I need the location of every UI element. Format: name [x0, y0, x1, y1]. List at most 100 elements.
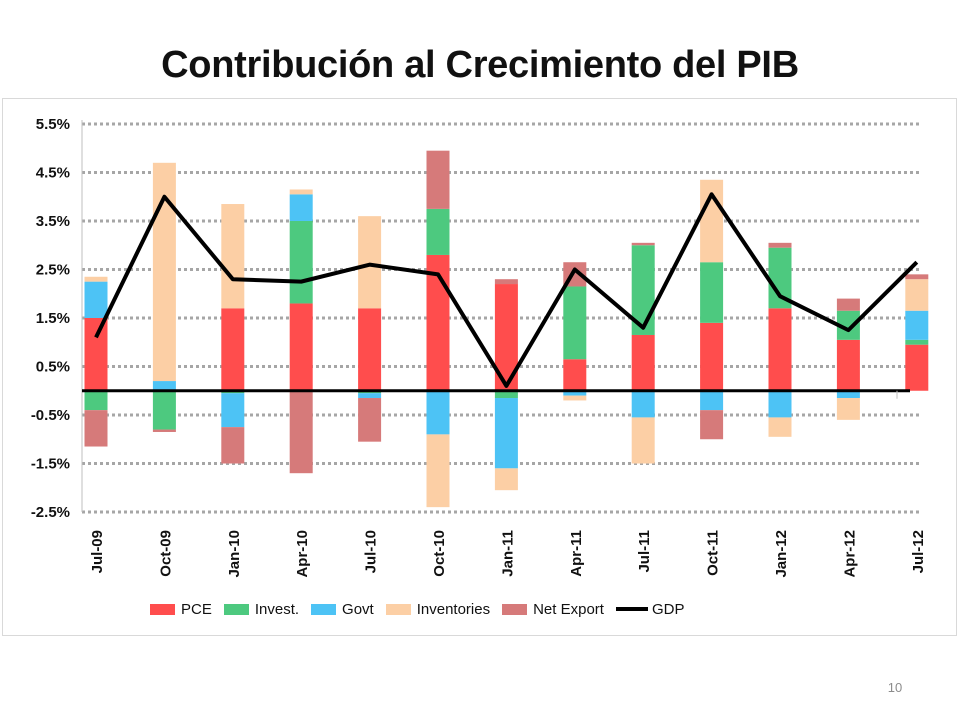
y-tick-label: -0.5%	[31, 407, 70, 424]
legend-item: Inventories	[385, 600, 491, 618]
bar-segment	[700, 179, 724, 263]
legend-item: Net Export	[502, 601, 604, 618]
gdp-line	[94, 192, 919, 388]
legend-swatch	[385, 603, 411, 615]
legend-swatch	[223, 603, 249, 615]
y-tick-labels: 5.5% 4.5% 3.5% 2.5% 1.5% 0.5% -0.5% -1.5% -2.5%	[31, 116, 70, 521]
bar-segment	[221, 308, 245, 391]
x-tick-label: Oct-11	[705, 530, 722, 576]
bar-segment	[358, 398, 382, 442]
y-tick-label: 0.5%	[36, 359, 70, 376]
legend-label: Inventories	[416, 600, 491, 618]
bar-segment	[905, 339, 929, 345]
bar-segment	[84, 276, 108, 282]
bar-segment	[426, 254, 450, 391]
bar-segment	[563, 359, 587, 391]
bar-segment	[84, 410, 108, 447]
bar-segment	[221, 204, 245, 309]
x-tick-label: Jul-11	[636, 530, 653, 573]
bar-segment	[84, 318, 108, 391]
x-tick-label: Jul-12	[910, 530, 927, 573]
bar-segment	[836, 398, 860, 420]
bar-segment	[426, 208, 450, 255]
y-tick-label: 3.5%	[36, 213, 70, 230]
slide-title: Contribución al Crecimiento del PIB	[161, 44, 799, 86]
bar-segment	[768, 308, 792, 391]
bar-segment	[700, 262, 724, 323]
bar-segment	[768, 417, 792, 437]
legend-item: PCE	[150, 601, 212, 618]
bar-segment	[358, 308, 382, 391]
legend-label: PCE	[181, 600, 212, 618]
x-tick-labels: Jul-09 Oct-09 Jan-10 Apr-10 Jul-10 Oct-10 Jan-…	[89, 530, 927, 578]
bar-segment	[700, 410, 724, 440]
legend-item: Govt	[311, 601, 374, 618]
bar-segment	[152, 390, 176, 430]
x-tick-label: Jul-10	[363, 530, 380, 573]
bar-segment	[152, 381, 176, 391]
x-tick-label: Apr-11	[568, 530, 585, 577]
bar-segment	[700, 390, 724, 411]
bar-segment	[152, 162, 176, 382]
bar-segment	[358, 216, 382, 309]
legend-label: Govt	[342, 600, 374, 618]
x-tick-label: Jan-12	[773, 530, 790, 578]
bar-segment	[289, 303, 313, 391]
y-tick-label: 4.5%	[36, 165, 70, 182]
legend-swatch	[502, 603, 528, 615]
y-tick-label: 5.5%	[36, 116, 70, 133]
bar-segment	[84, 390, 108, 411]
bar-segment	[631, 417, 655, 464]
bar-segment	[631, 390, 655, 418]
bar-segment	[358, 393, 382, 399]
legend-item: Invest.	[223, 600, 300, 618]
x-tick-label: Jan-10	[226, 530, 243, 578]
bar-segment	[836, 310, 860, 340]
x-tick-label: Oct-10	[431, 530, 448, 577]
legend-label: GDP	[651, 600, 685, 618]
gdp-line-layer	[94, 192, 919, 388]
bar-segment	[905, 274, 929, 280]
bar-segment	[84, 281, 108, 318]
bar-segment	[494, 284, 518, 391]
bar-segment	[905, 344, 929, 391]
y-tick-label: 1.5%	[36, 310, 70, 327]
bar-segment	[494, 468, 518, 491]
legend-swatch	[615, 607, 648, 611]
bar-segment	[221, 393, 245, 428]
x-tick-label: Jul-09	[89, 530, 106, 573]
bar-segment	[563, 390, 587, 396]
bar-segment	[631, 334, 655, 391]
axes	[81, 120, 910, 512]
bar-segment	[426, 390, 450, 435]
bar-segment	[494, 390, 518, 399]
legend-swatch	[311, 603, 337, 615]
bar-segment	[289, 194, 313, 221]
bar-segment	[768, 247, 792, 309]
x-tick-label: Jan-11	[499, 530, 516, 577]
bar-segment	[905, 279, 929, 311]
bar-segment	[152, 429, 176, 432]
legend-label: Net Export	[533, 600, 604, 618]
bar-segment	[631, 242, 655, 246]
page-number: 10	[887, 680, 903, 695]
chart-frame	[2, 98, 957, 636]
bar-segment	[700, 322, 724, 391]
y-tick-label: -2.5%	[31, 504, 70, 521]
bar-segment	[563, 286, 587, 360]
x-tick-label: Apr-10	[294, 530, 311, 578]
bar-segment	[905, 310, 929, 340]
bar-segment	[494, 398, 518, 469]
bars	[84, 150, 929, 508]
bar-segment	[836, 339, 860, 391]
legend-label: Invest.	[254, 600, 300, 618]
bar-segment	[289, 221, 313, 304]
bar-segment	[426, 150, 450, 209]
bar-segment	[289, 189, 313, 195]
legend-swatch	[150, 603, 175, 615]
legend-item: GDP	[615, 600, 685, 618]
bar-segment	[494, 279, 518, 285]
bar-segment	[426, 434, 450, 508]
y-tick-label: -1.5%	[31, 456, 70, 473]
